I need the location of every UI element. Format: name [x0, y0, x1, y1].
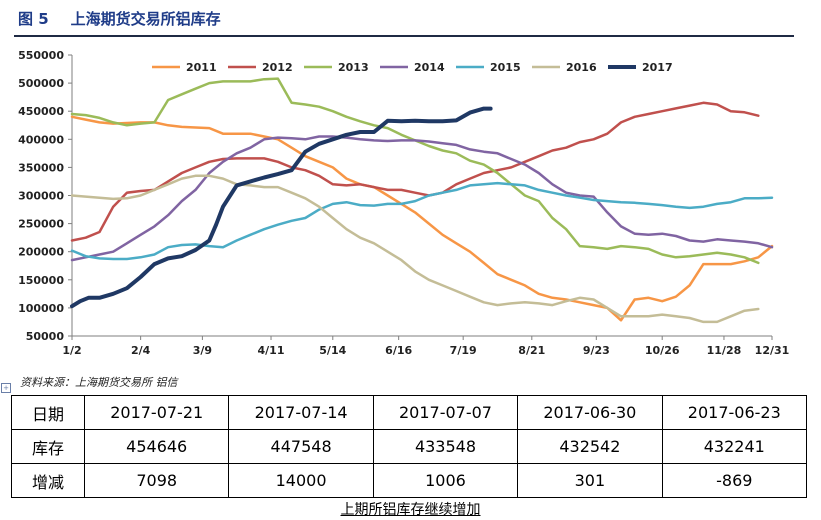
row-header: 日期: [11, 395, 85, 430]
y-tick-label: 450000: [18, 105, 64, 118]
y-tick-label: 550000: [18, 49, 64, 62]
table-cell: 2017-07-07: [372, 395, 519, 430]
x-tick-label: 4/11: [258, 344, 285, 357]
source-note: 资料来源：上海期货交易所 铝信: [20, 376, 178, 389]
x-tick-label: 5/14: [319, 344, 346, 357]
x-tick-label: 6/16: [385, 344, 412, 357]
table-cell: 447548: [228, 429, 374, 464]
y-tick-label: 300000: [18, 190, 64, 203]
table-move-handle-icon[interactable]: +: [1, 383, 11, 393]
table-row: 库存 454646 447548 433548 432542 432241: [11, 429, 808, 464]
x-tick-label: 12/31: [755, 344, 790, 357]
row-header: 增减: [11, 463, 85, 498]
figure-title: 图 5 上海期货交易所铝库存: [18, 8, 221, 32]
table-row: 增减 7098 14000 1006 301 -869: [11, 463, 808, 498]
legend-label-2011: 2011: [186, 61, 217, 74]
inventory-line-chart: 50000 100000 150000 200000 250000 300000 35000…: [18, 49, 789, 357]
table-cell: 432542: [517, 429, 663, 464]
y-tick-label: 500000: [18, 77, 64, 90]
table-cell: 1006: [372, 463, 519, 498]
table-caption: 上期所铝库存继续增加: [340, 502, 481, 518]
table-cell: 454646: [83, 429, 230, 464]
x-tick-label: 3/9: [193, 344, 212, 357]
figure-title-text: 上海期货交易所铝库存: [70, 10, 221, 28]
y-tick-label: 350000: [18, 161, 64, 174]
legend-label-2012: 2012: [262, 61, 293, 74]
y-tick-label: 100000: [18, 302, 64, 315]
legend-label-2015: 2015: [490, 61, 521, 74]
x-tick-label: 1/2: [62, 344, 81, 357]
y-tick-label: 250000: [18, 218, 64, 231]
legend-label-2014: 2014: [414, 61, 445, 74]
table-cell: 2017-06-30: [517, 395, 663, 430]
x-tick-label: 8/21: [518, 344, 545, 357]
y-tick-label: 400000: [18, 133, 64, 146]
table-cell: 2017-06-23: [661, 395, 808, 430]
table-cell: 432241: [661, 429, 808, 464]
x-tick-label: 9/23: [583, 344, 610, 357]
legend-label-2013: 2013: [338, 61, 369, 74]
legend-label-2016: 2016: [566, 61, 597, 74]
title-divider: [14, 35, 794, 37]
series-line-2011: [70, 115, 774, 322]
series-line-2015: [70, 181, 774, 261]
table-row: 日期 2017-07-21 2017-07-14 2017-07-07 2017-06-…: [11, 395, 808, 430]
x-tick-label: 10/26: [645, 344, 680, 357]
table-cell: 2017-07-21: [83, 395, 230, 430]
inventory-table-body: 日期 2017-07-21 2017-07-14 2017-07-07 2017-06-…: [11, 395, 808, 498]
table-cell: 14000: [228, 463, 374, 498]
chart-legend: 2011 2012 2013 2014 2015 2016 2017: [152, 61, 673, 74]
series-line-2016: [70, 174, 760, 324]
figure-number: 图 5: [18, 10, 49, 28]
table-cell: -869: [661, 463, 808, 498]
x-tick-label: 7/19: [450, 344, 477, 357]
x-tick-label: 11/28: [707, 344, 742, 357]
y-tick-label: 50000: [26, 330, 65, 343]
table-cell: 433548: [372, 429, 519, 464]
inventory-table: 日期 2017-07-21 2017-07-14 2017-07-07 2017-06-…: [11, 395, 808, 498]
row-header: 库存: [11, 429, 85, 464]
series-line-2012: [70, 101, 760, 242]
series-line-2014: [70, 135, 774, 262]
series-layer: [70, 77, 774, 324]
table-cell: 2017-07-14: [228, 395, 374, 430]
y-tick-label: 200000: [18, 246, 64, 259]
chart-axes: 50000 100000 150000 200000 250000 300000 35000…: [18, 49, 789, 357]
legend-label-2017: 2017: [642, 61, 673, 74]
x-tick-label: 2/4: [131, 344, 151, 357]
table-cell: 7098: [83, 463, 230, 498]
y-tick-label: 150000: [18, 274, 64, 287]
series-line-2017: [70, 106, 493, 309]
table-cell: 301: [517, 463, 663, 498]
